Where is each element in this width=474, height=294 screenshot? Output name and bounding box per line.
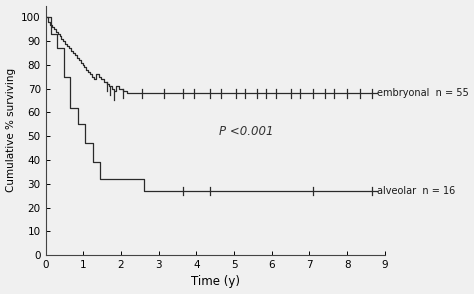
Text: alveolar  n = 16: alveolar n = 16 xyxy=(377,186,456,196)
Text: embryonal  n = 55: embryonal n = 55 xyxy=(377,88,469,98)
X-axis label: Time (y): Time (y) xyxy=(191,275,240,288)
Y-axis label: Cumulative % surviving: Cumulative % surviving xyxy=(6,68,16,192)
Text: P <0.001: P <0.001 xyxy=(219,125,273,138)
